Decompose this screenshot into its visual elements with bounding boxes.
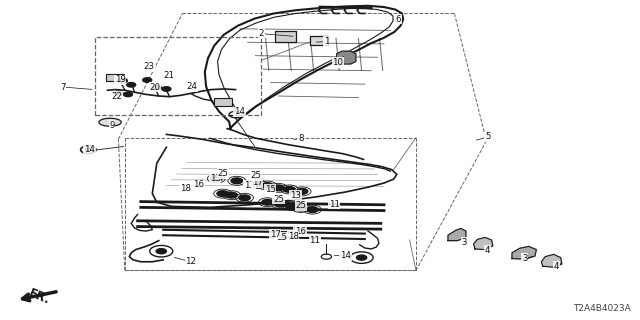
Text: 14: 14	[84, 145, 95, 154]
Text: 4: 4	[554, 262, 559, 271]
Text: 17: 17	[269, 230, 281, 239]
Text: 18: 18	[180, 184, 191, 193]
Text: 25: 25	[295, 201, 307, 210]
Circle shape	[118, 78, 127, 83]
Text: 17: 17	[252, 178, 263, 187]
Circle shape	[295, 205, 307, 211]
Circle shape	[143, 78, 152, 82]
Text: 25: 25	[217, 169, 228, 178]
Text: 13: 13	[294, 228, 305, 236]
Circle shape	[285, 203, 297, 209]
Text: 16: 16	[193, 180, 204, 189]
Circle shape	[356, 255, 367, 260]
Text: 13: 13	[209, 174, 221, 183]
Circle shape	[226, 192, 237, 198]
Circle shape	[211, 176, 222, 181]
Text: 3: 3	[461, 238, 467, 247]
Circle shape	[162, 87, 171, 91]
Text: FR.: FR.	[27, 287, 52, 307]
Circle shape	[114, 91, 123, 96]
FancyBboxPatch shape	[214, 98, 232, 106]
Circle shape	[307, 207, 318, 212]
Circle shape	[262, 183, 273, 188]
Polygon shape	[474, 237, 493, 250]
Text: 12: 12	[185, 257, 196, 266]
Circle shape	[85, 148, 92, 151]
Text: 1: 1	[324, 37, 329, 46]
Text: T2A4B4023A: T2A4B4023A	[573, 304, 630, 313]
Text: 15: 15	[276, 233, 287, 242]
Polygon shape	[448, 228, 466, 241]
Text: 25: 25	[273, 195, 284, 204]
Text: 4: 4	[485, 246, 490, 255]
Text: 5: 5	[485, 132, 490, 141]
Circle shape	[262, 199, 273, 205]
Text: 14: 14	[234, 108, 245, 116]
Text: 25: 25	[250, 172, 262, 180]
Circle shape	[296, 188, 308, 194]
Polygon shape	[337, 51, 356, 64]
Text: 16: 16	[295, 227, 307, 236]
Polygon shape	[512, 246, 536, 259]
Text: 10: 10	[332, 58, 344, 67]
Circle shape	[217, 191, 228, 196]
Text: 11: 11	[328, 200, 340, 209]
Text: 7: 7	[60, 83, 65, 92]
Circle shape	[152, 85, 161, 90]
Text: 23: 23	[143, 62, 154, 71]
Text: 13: 13	[290, 191, 301, 200]
Text: 20: 20	[149, 83, 161, 92]
Circle shape	[284, 187, 295, 192]
FancyBboxPatch shape	[275, 31, 296, 42]
Circle shape	[275, 201, 286, 207]
Text: 2: 2	[259, 29, 264, 38]
Circle shape	[231, 178, 243, 184]
Text: 6: 6	[396, 15, 401, 24]
Text: 21: 21	[163, 71, 175, 80]
Text: 18: 18	[287, 232, 299, 241]
Text: 13: 13	[244, 181, 255, 190]
Circle shape	[156, 249, 166, 254]
Text: 14: 14	[340, 251, 351, 260]
Circle shape	[127, 83, 136, 87]
Text: 3: 3	[522, 254, 527, 263]
Text: 19: 19	[115, 76, 125, 84]
FancyBboxPatch shape	[106, 74, 124, 81]
Circle shape	[239, 195, 250, 201]
Text: 15: 15	[264, 185, 276, 194]
Bar	[95, 37, 261, 115]
Circle shape	[273, 185, 284, 191]
Text: 22: 22	[111, 92, 123, 101]
Text: 8: 8	[298, 134, 303, 143]
Circle shape	[252, 181, 263, 187]
Circle shape	[124, 92, 132, 97]
Ellipse shape	[99, 118, 122, 126]
Text: 9: 9	[109, 121, 115, 130]
FancyBboxPatch shape	[310, 36, 328, 45]
Polygon shape	[541, 254, 562, 267]
Text: 24: 24	[186, 82, 198, 91]
Text: 11: 11	[309, 236, 321, 245]
